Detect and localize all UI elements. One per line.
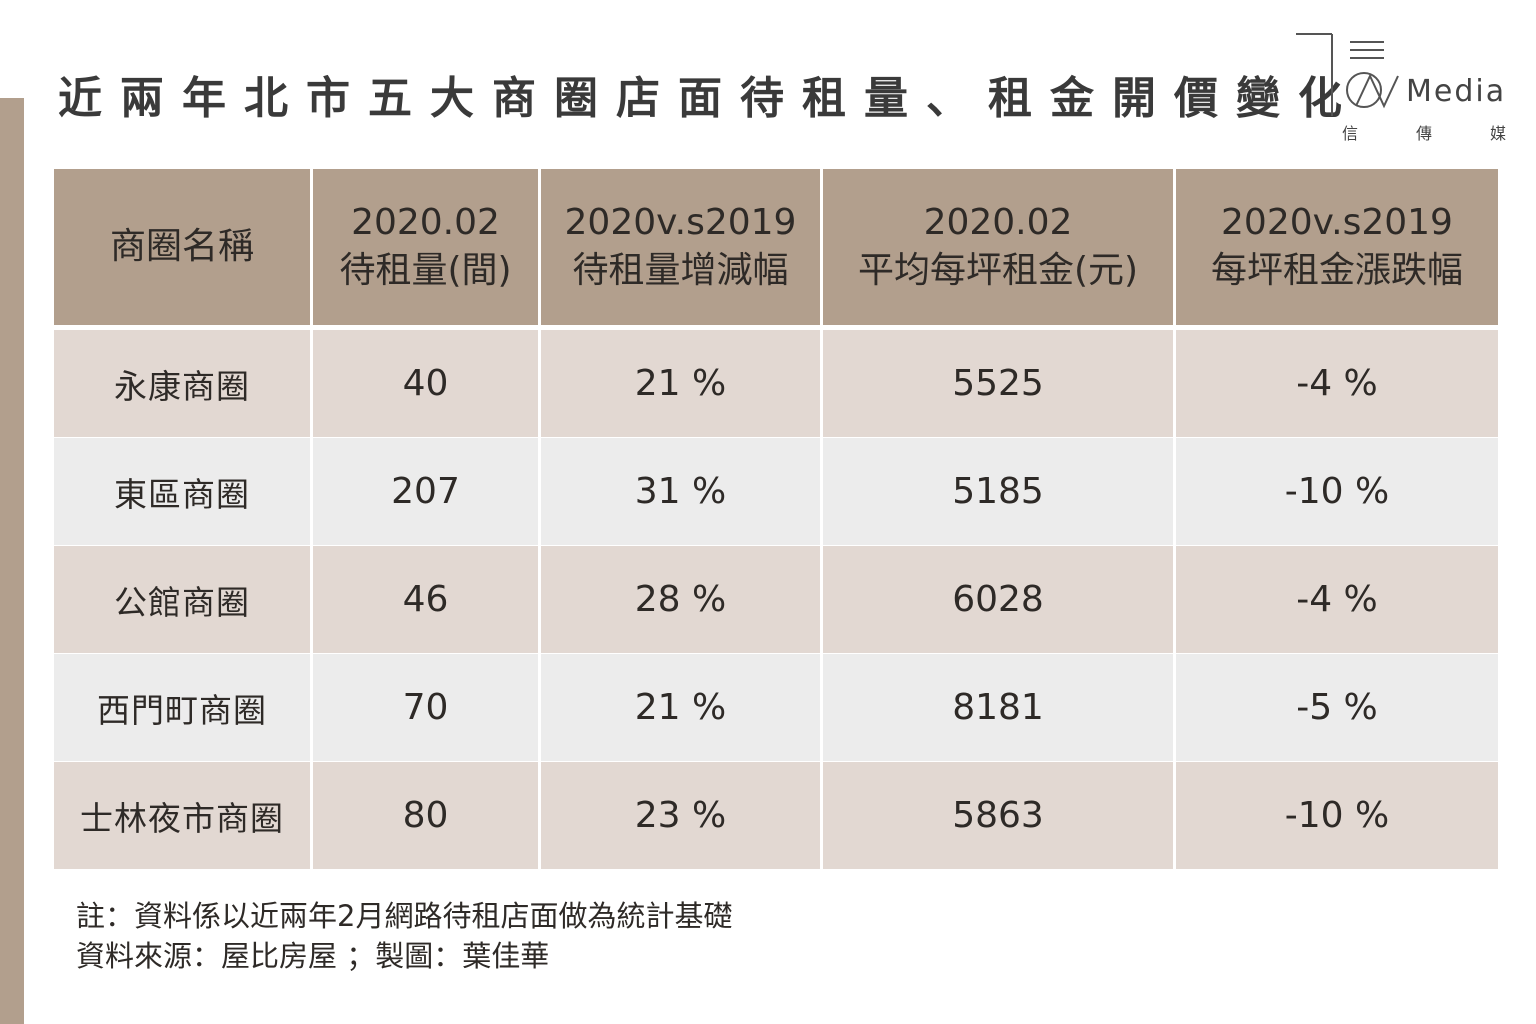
rent-change-cell: -4 % bbox=[1296, 579, 1378, 620]
district-name-cell: 西門町商圈 bbox=[54, 654, 313, 761]
media-logo: Media 信 傳 媒 bbox=[1292, 30, 1512, 148]
vacancy-change-cell: 31 % bbox=[541, 438, 823, 545]
district-name-cell: 士林夜市商圈 bbox=[54, 762, 313, 869]
vacancy-cell: 40 bbox=[313, 330, 541, 437]
rent-cell: 6028 bbox=[823, 546, 1176, 653]
district-name-cell: 永康商圈 bbox=[54, 330, 313, 437]
rent-cell: 5185 bbox=[823, 438, 1176, 545]
vacancy-change-cell: 23 % bbox=[541, 762, 823, 869]
footnotes: 註：資料係以近兩年2月網路待租店面做為統計基礎 資料來源：屋比房屋 ；製圖：葉佳… bbox=[76, 896, 732, 976]
rent-change-cell: -10 % bbox=[1284, 795, 1390, 836]
header-line: 2020.02 bbox=[923, 202, 1073, 243]
vacancy-change-cell: 28 % bbox=[541, 546, 823, 653]
table-header-row: 商圈名稱 2020.02 待租量(間) 2020v.s2019 待租量增減幅 2… bbox=[54, 169, 1498, 330]
vacancy-cell: 46 bbox=[313, 546, 541, 653]
header-cell: 2020v.s2019 待租量增減幅 bbox=[541, 169, 823, 325]
header-cell: 2020.02 平均每坪租金(元) bbox=[823, 169, 1176, 325]
district-name-cell: 公館商圈 bbox=[54, 546, 313, 653]
header-line: 待租量(間) bbox=[339, 250, 512, 291]
header-cell: 2020.02 待租量(間) bbox=[313, 169, 541, 325]
logo-sub-char: 媒 bbox=[1489, 124, 1506, 143]
page-title: 近兩年北市五大商圈店面待租量、租金開價變化 bbox=[58, 73, 1360, 124]
logo-word: Media bbox=[1406, 74, 1507, 109]
vacancy-change-cell: 21 % bbox=[541, 654, 823, 761]
logo-subtitle: 信 傳 媒 bbox=[1342, 120, 1506, 144]
table-row: 西門町商圈 70 21 % 8181 -5 % bbox=[54, 654, 1498, 762]
note-source: 資料來源：屋比房屋 ；製圖：葉佳華 bbox=[76, 939, 550, 973]
logo-sub-char: 信 bbox=[1342, 124, 1359, 143]
header-line: 平均每坪租金(元) bbox=[857, 250, 1139, 291]
data-table: 商圈名稱 2020.02 待租量(間) 2020v.s2019 待租量增減幅 2… bbox=[54, 169, 1498, 870]
header-line: 待租量增減幅 bbox=[572, 250, 789, 291]
vacancy-cell: 70 bbox=[313, 654, 541, 761]
vacancy-cell: 80 bbox=[313, 762, 541, 869]
vacancy-change-cell: 21 % bbox=[541, 330, 823, 437]
note-basis: 註：資料係以近兩年2月網路待租店面做為統計基礎 bbox=[76, 899, 733, 933]
logo-mark-icon bbox=[1296, 33, 1399, 116]
rent-cell: 5863 bbox=[823, 762, 1176, 869]
table-row: 公館商圈 46 28 % 6028 -4 % bbox=[54, 546, 1498, 654]
header-line: 商圈名稱 bbox=[109, 226, 254, 267]
logo-sub-char: 傳 bbox=[1415, 124, 1432, 143]
header-line: 2020v.s2019 bbox=[1221, 202, 1453, 243]
vacancy-cell: 207 bbox=[313, 438, 541, 545]
header-cell: 商圈名稱 bbox=[54, 169, 313, 325]
side-accent-bar bbox=[0, 98, 24, 1024]
rent-change-cell: -4 % bbox=[1296, 363, 1378, 404]
rent-cell: 5525 bbox=[823, 330, 1176, 437]
rent-change-cell: -10 % bbox=[1284, 471, 1390, 512]
header-line: 每坪租金漲跌幅 bbox=[1210, 250, 1463, 291]
header-line: 2020v.s2019 bbox=[564, 202, 797, 243]
rent-cell: 8181 bbox=[823, 654, 1176, 761]
table-row: 東區商圈 207 31 % 5185 -10 % bbox=[54, 438, 1498, 546]
district-name-cell: 東區商圈 bbox=[54, 438, 313, 545]
rent-change-cell: -5 % bbox=[1296, 687, 1378, 728]
table-row: 永康商圈 40 21 % 5525 -4 % bbox=[54, 330, 1498, 438]
header-cell: 2020v.s2019 每坪租金漲跌幅 bbox=[1176, 169, 1498, 325]
header-line: 2020.02 bbox=[351, 202, 500, 243]
table-row: 士林夜市商圈 80 23 % 5863 -10 % bbox=[54, 762, 1498, 870]
